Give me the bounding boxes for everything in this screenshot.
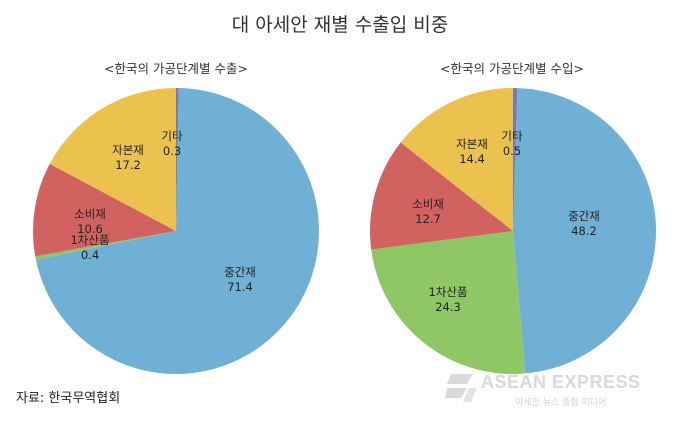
svg-text:기타: 기타 [161,129,183,143]
svg-text:48.2: 48.2 [571,224,597,238]
asean-express-logo-icon [445,374,477,402]
svg-text:중간재: 중간재 [224,265,256,279]
import-slice-primary-goods [371,231,526,375]
import-slice-other [513,88,518,231]
export-slice-intermediate-goods [35,88,319,374]
svg-text:12.7: 12.7 [415,212,441,226]
svg-text:71.4: 71.4 [227,280,253,294]
svg-text:기타: 기타 [501,129,523,143]
svg-text:0.4: 0.4 [81,248,99,262]
import-label-other: 기타0.5 [501,129,523,158]
import-slice-intermediate-goods [513,88,657,374]
svg-text:10.6: 10.6 [77,222,103,236]
svg-text:소비재: 소비재 [412,197,444,211]
svg-text:자본재: 자본재 [112,143,144,157]
watermark: ASEAN EXPRESS 아세안 뉴스 종합 미디어 [445,370,675,410]
svg-text:14.4: 14.4 [459,152,485,166]
svg-text:자본재: 자본재 [456,137,488,151]
svg-text:중간재: 중간재 [568,209,600,223]
import-slice-consumer-goods [370,142,513,250]
export-pie-title: <한국의 가공단계별 수출> [104,61,248,76]
export-slice-primary-goods [35,231,176,260]
chart-title: 대 아세안 재별 수출입 비중 [231,14,449,36]
watermark-brand: ASEAN EXPRESS [481,372,641,392]
source-note: 자료: 한국무역협회 [16,391,121,406]
export-slice-consumer-goods [32,163,176,257]
svg-text:0.3: 0.3 [163,144,181,158]
svg-text:0.5: 0.5 [503,144,521,158]
svg-text:1차산품: 1차산품 [428,285,467,299]
export-slice-other [176,88,179,231]
svg-text:1차산품: 1차산품 [70,233,109,247]
import-slice-capital-goods [400,88,513,231]
svg-text:소비재: 소비재 [74,207,106,221]
svg-text:24.3: 24.3 [435,300,461,314]
svg-text:17.2: 17.2 [115,158,141,172]
export-slice-capital-goods [49,88,176,231]
export-label-other: 기타0.3 [161,129,183,158]
import-pie-title: <한국의 가공단계별 수입> [440,61,584,76]
watermark-tagline: 아세안 뉴스 종합 미디어 [515,398,607,408]
